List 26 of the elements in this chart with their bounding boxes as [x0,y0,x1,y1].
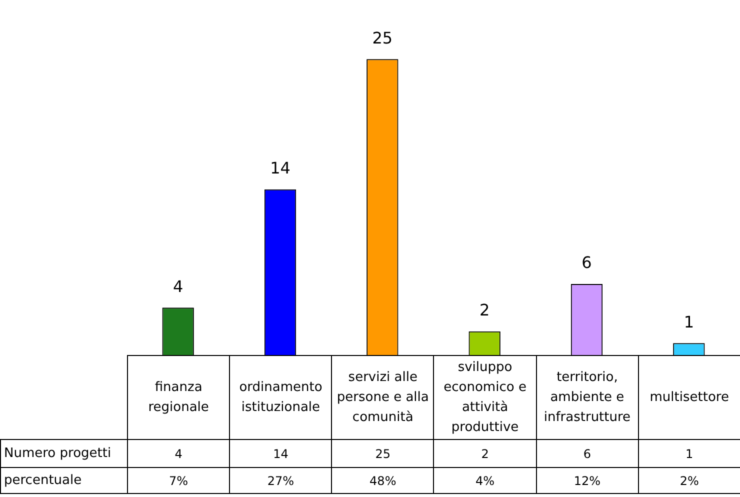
text: 25 [332,440,434,468]
text: 4 [128,440,230,468]
x-tick-label: servizi alle persone e alla comunità [332,356,434,440]
text: 14 [230,440,332,468]
text: percentuale [0,468,128,494]
x-tick-label: multisettore [638,356,740,440]
x-tick-label: ordinamento istituzionale [230,356,332,440]
text: 2 [434,440,536,468]
data-label: 1 [684,312,694,332]
data-label: 14 [270,158,290,178]
text: 7% [128,468,230,494]
x-tick-label: finanza regionale [128,356,230,440]
data-label: 6 [582,253,592,272]
data-label: 25 [372,28,393,48]
x-tick-label: sviluppo economico e attività produttive [434,356,536,440]
data-label: 2 [479,300,490,320]
data-label: 4 [172,276,184,296]
text: Numero progetti [0,440,128,468]
text: 4% [434,468,536,494]
text: 48% [332,468,434,494]
text: 1 [638,440,740,468]
x-tick-label: territorio, ambiente e infrastrutture [536,356,638,440]
text: 6 [536,440,638,468]
text: 2% [638,468,740,494]
text: 12% [536,468,638,494]
text: 27% [230,468,332,494]
